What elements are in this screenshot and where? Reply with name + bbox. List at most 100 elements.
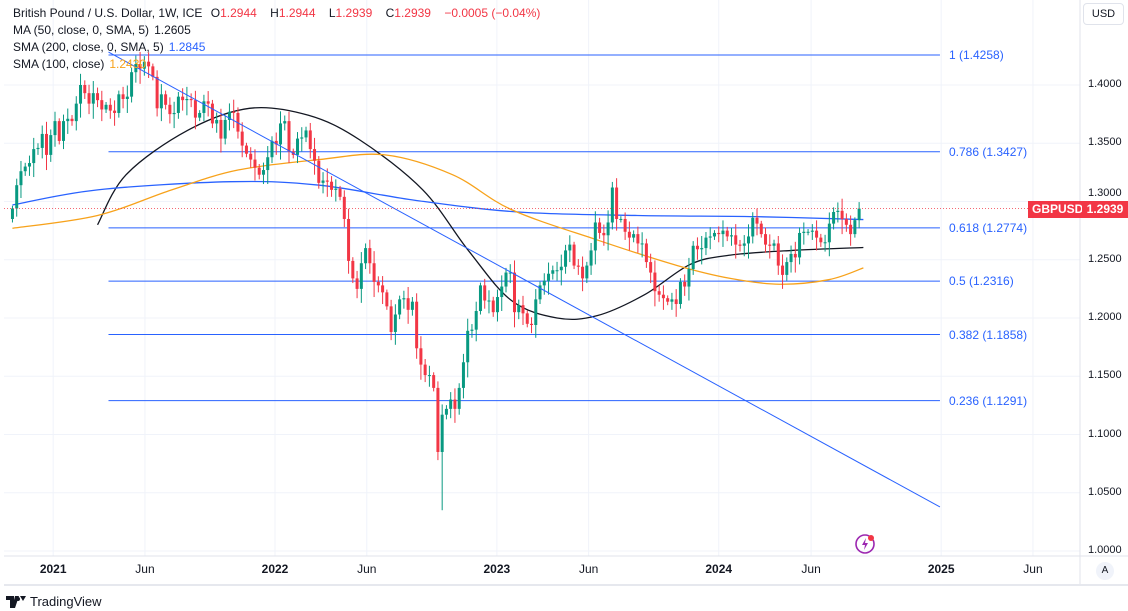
candle-body xyxy=(483,285,487,301)
candle-body xyxy=(653,272,657,292)
candle xyxy=(849,215,853,246)
candle-body xyxy=(700,248,704,250)
candle xyxy=(517,299,521,320)
candle-body xyxy=(542,280,546,286)
candle xyxy=(559,254,563,286)
candle xyxy=(410,297,414,316)
candle-body xyxy=(747,236,751,244)
candle-body xyxy=(461,362,465,388)
candle xyxy=(666,295,670,306)
candle xyxy=(398,295,402,320)
candle-body xyxy=(512,272,516,313)
candle xyxy=(121,86,125,109)
candle xyxy=(317,156,321,189)
candle xyxy=(589,242,593,275)
candle xyxy=(674,289,678,317)
candle xyxy=(108,98,112,119)
candle xyxy=(504,267,508,293)
candle-body xyxy=(70,118,74,122)
tradingview-logo[interactable]: TradingView xyxy=(6,594,102,609)
candle-body xyxy=(674,299,678,305)
candle-body xyxy=(62,121,66,141)
moving-average-line xyxy=(12,153,864,285)
candle-body xyxy=(623,218,627,232)
candle xyxy=(729,227,733,246)
candle-body xyxy=(151,66,155,77)
candle xyxy=(572,241,576,270)
candle xyxy=(827,212,831,257)
candle xyxy=(57,118,61,145)
candle xyxy=(687,257,691,301)
lightning-icon[interactable] xyxy=(854,533,876,555)
candle-body xyxy=(193,100,197,118)
candle xyxy=(512,260,516,328)
candle-body xyxy=(776,243,780,266)
candle xyxy=(802,222,806,245)
indicator-legend-sma200[interactable]: SMA (200, close, 0, SMA, 5) 1.2845 xyxy=(13,39,210,55)
candle xyxy=(436,381,440,461)
symbol-tag: GBPUSD xyxy=(1028,200,1088,218)
candle-body xyxy=(393,314,397,332)
auto-scale-button[interactable]: A xyxy=(1096,562,1114,580)
candle-body xyxy=(661,294,665,299)
candle-body xyxy=(402,298,406,300)
candle-body xyxy=(317,160,321,183)
candle xyxy=(704,232,708,256)
chart-pane[interactable] xyxy=(4,0,1128,586)
candle xyxy=(296,132,300,164)
candle xyxy=(644,238,648,268)
candle-body xyxy=(585,265,589,279)
candle xyxy=(193,90,197,130)
candle xyxy=(700,235,704,265)
candle-body xyxy=(304,130,308,138)
candle xyxy=(334,179,338,202)
candle xyxy=(755,208,759,236)
candle xyxy=(530,317,534,334)
candle-body xyxy=(755,217,759,224)
candle-body xyxy=(666,298,670,302)
candle-body xyxy=(538,285,542,300)
candle xyxy=(721,220,725,247)
open-label: O xyxy=(210,6,221,20)
candle-body xyxy=(738,244,742,246)
candle-body xyxy=(602,232,606,236)
candle xyxy=(96,87,100,108)
candle xyxy=(653,260,657,307)
candle-body xyxy=(185,98,189,101)
candle-body xyxy=(240,131,244,146)
candle xyxy=(176,91,180,119)
candle-body xyxy=(581,266,585,279)
currency-button[interactable]: USD xyxy=(1083,3,1124,25)
candle-body xyxy=(534,299,538,325)
candle xyxy=(440,404,444,511)
indicator-legend-ma50[interactable]: MA (50, close, 0, SMA, 5) 1.2605 xyxy=(13,22,196,38)
candle xyxy=(49,129,53,162)
candle xyxy=(836,202,840,223)
candle xyxy=(206,91,210,117)
candle-body xyxy=(296,138,300,155)
candle-body xyxy=(87,93,91,104)
candle-body xyxy=(636,234,640,244)
candle-body xyxy=(202,101,206,113)
candle-body xyxy=(330,181,334,190)
candle-body xyxy=(436,387,440,452)
candle xyxy=(581,256,585,292)
candle xyxy=(423,359,427,383)
price-chart[interactable] xyxy=(4,0,1128,584)
candle-body xyxy=(470,329,474,331)
fib-level-label: 0.382 (1.1858) xyxy=(949,327,1028,342)
candle xyxy=(768,234,772,259)
candle xyxy=(87,84,91,115)
close-value: 1.2939 xyxy=(394,6,431,20)
indicator-legend-sma100[interactable]: SMA (100, close) 1.2430 xyxy=(13,56,151,72)
candle-body xyxy=(36,147,40,150)
fib-level-label: 0.618 (1.2774) xyxy=(949,220,1028,235)
candle xyxy=(347,208,351,274)
candle-body xyxy=(427,375,431,377)
candle xyxy=(53,111,57,147)
candle-body xyxy=(66,118,70,122)
candle xyxy=(432,372,436,392)
candle xyxy=(610,181,614,230)
candle-body xyxy=(351,260,355,279)
candle-body xyxy=(849,224,853,235)
